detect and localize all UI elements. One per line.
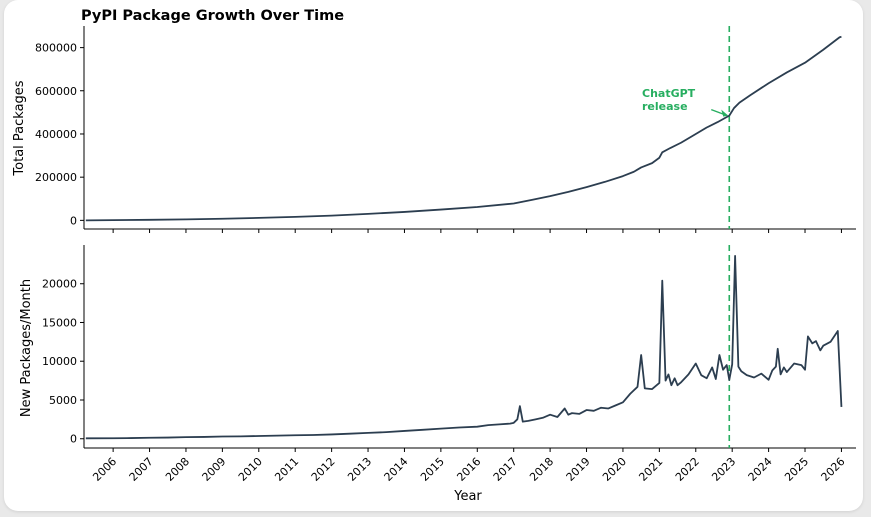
top-panel: 0 200000 400000 600000 800000 (35, 26, 856, 233)
x-tick-label: 2026 (819, 455, 848, 484)
bottom-panel: 0 5000 10000 15000 20000 2006 2007 2008 2009 2010… (42, 245, 856, 484)
y-tick-label: 20000 (42, 278, 77, 291)
chart-title: PyPI Package Growth Over Time (81, 8, 344, 24)
y-tick-label: 15000 (42, 316, 77, 329)
x-tick-label: 2007 (127, 455, 156, 484)
annotation-label-line1: ChatGPT (642, 87, 696, 100)
y-tick-label: 5000 (49, 394, 77, 407)
y-tick-label: 0 (70, 214, 77, 227)
x-tick-label: 2012 (309, 455, 338, 484)
x-tick-label: 2021 (636, 455, 665, 484)
y-tick-label: 10000 (42, 355, 77, 368)
y-axis-label-total: Total Packages (12, 80, 27, 176)
pypi-growth-figure: PyPI Package Growth Over Time 0200000400… (12, 8, 856, 504)
x-tick-label: 2019 (564, 455, 593, 484)
x-tick-label: 2020 (600, 455, 629, 484)
x-tick-label: 2016 (454, 455, 483, 484)
x-tick-label: 2013 (345, 455, 374, 484)
x-tick-label: 2023 (709, 455, 738, 484)
x-tick-label: 2025 (782, 455, 811, 484)
total-packages-line (85, 35, 842, 222)
y-tick-label: 0 (70, 433, 77, 446)
y-axis-label-monthly: New Packages/Month (19, 279, 34, 417)
x-tick-label: 2010 (236, 455, 265, 484)
x-tick-label: 2022 (673, 455, 702, 484)
x-tick-label: 2006 (90, 455, 119, 484)
x-tick-label: 2018 (527, 455, 556, 484)
y-tick-label: 400000 (35, 128, 77, 141)
y-tick-label: 800000 (35, 42, 77, 55)
figure-card: PyPI Package Growth Over Time 0 200000 400… (4, 0, 863, 511)
annotation-label-line2: release (642, 100, 688, 113)
x-tick-label: 2015 (418, 455, 447, 484)
x-tick-label: 2014 (382, 455, 411, 484)
x-tick-label: 2011 (272, 455, 301, 484)
y-tick-label: 600000 (35, 85, 77, 98)
x-tick-label: 2009 (200, 455, 229, 484)
x-axis-label: Year (453, 489, 482, 504)
x-tick-label: 2024 (746, 455, 775, 484)
annotation-arrowhead (721, 109, 729, 117)
x-tick-label: 2008 (163, 455, 192, 484)
x-tick-label: 2017 (491, 455, 520, 484)
y-tick-label: 200000 (35, 171, 77, 184)
new-packages-line (85, 254, 843, 440)
